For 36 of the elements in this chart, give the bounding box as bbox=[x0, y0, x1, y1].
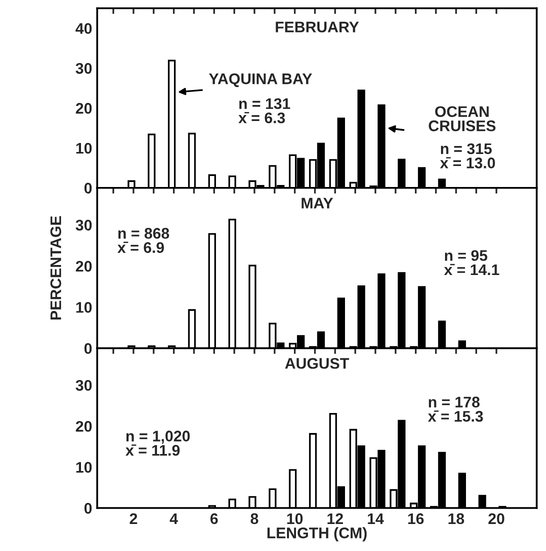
annotation: OCEAN CRUISES bbox=[428, 106, 496, 132]
x-tick-label: 14 bbox=[368, 513, 384, 524]
y-tick-label: 0 bbox=[84, 182, 92, 194]
x-tick-label: 16 bbox=[408, 513, 424, 524]
y-tick-label: 20 bbox=[76, 102, 92, 114]
y-tick-label: 0 bbox=[84, 502, 92, 514]
y-tick-label: 10 bbox=[76, 302, 92, 313]
x-tick-label: 12 bbox=[328, 513, 343, 524]
x-tick-label: 4 bbox=[170, 513, 178, 524]
annotation: n = 315 x̄ = 13.0 bbox=[440, 143, 495, 168]
annotation: n = 131 x̄ = 6.3 bbox=[238, 98, 290, 124]
y-tick-label: 0 bbox=[84, 343, 92, 354]
x-tick-label: 2 bbox=[130, 513, 138, 524]
x-tick-label: 6 bbox=[210, 513, 218, 524]
annotation: n = 95 x̄ = 14.1 bbox=[444, 250, 500, 276]
chart-title: MAY bbox=[302, 198, 333, 208]
y-tick-label: 20 bbox=[76, 260, 92, 272]
x-tick-label: 8 bbox=[250, 513, 258, 524]
annotation: n = 868 x̄ = 6.9 bbox=[117, 228, 170, 253]
y-tick-label: 30 bbox=[76, 380, 92, 391]
annotation: YAQUINA BAY bbox=[208, 73, 312, 88]
y-tick-label: 10 bbox=[76, 142, 92, 154]
chart-title: AUGUST bbox=[285, 358, 350, 369]
y-tick-label: 20 bbox=[76, 420, 92, 432]
text: FEBRUARY bbox=[276, 22, 359, 32]
y-tick-label: 30 bbox=[76, 220, 92, 231]
y-tick-label: 40 bbox=[76, 23, 92, 34]
y-tick-label: 10 bbox=[76, 462, 92, 473]
x-tick-label: 18 bbox=[448, 513, 464, 524]
y-tick-label: 30 bbox=[76, 63, 92, 74]
x-axis-title: LENGTH (CM) bbox=[267, 527, 367, 542]
x-tick-label: 20 bbox=[488, 513, 504, 524]
x-tick-label: 10 bbox=[287, 513, 303, 524]
annotation: n = 1,020 x̄ = 11.9 bbox=[126, 430, 190, 456]
annotation: n = 178 x̄ = 15.3 bbox=[428, 396, 483, 422]
y-axis-title: PERCENTAGE bbox=[50, 216, 62, 320]
